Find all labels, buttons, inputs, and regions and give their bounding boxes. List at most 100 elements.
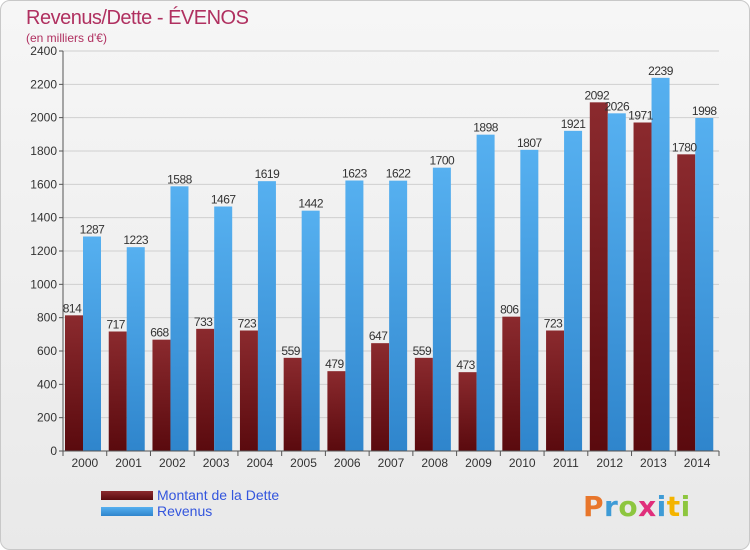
bar-dette [196, 328, 215, 451]
bar-dette [633, 122, 652, 451]
data-labels: 814 1287 717 1223 668 1588 733 1467 723 1619 559 14… [63, 64, 718, 372]
legend-swatch-revenue [101, 506, 153, 516]
label-revenus: 1898 [473, 121, 499, 135]
legend-item-revenue: Revenus [101, 503, 279, 519]
bar-revenus [520, 149, 539, 452]
y-tick-label: 1400 [30, 211, 57, 225]
y-tick-label: 400 [37, 377, 57, 391]
label-dette: 733 [194, 315, 213, 329]
y-tick-label: 2200 [30, 77, 57, 91]
label-dette: 723 [238, 317, 257, 331]
label-revenus: 1442 [298, 197, 324, 211]
legend: Montant de la Dette Revenus [101, 487, 279, 519]
x-tick-label: 2011 [553, 456, 579, 470]
chart-title: Revenus/Dette - ÉVENOS [26, 7, 249, 29]
bar-revenus [389, 180, 408, 451]
y-tick-label: 600 [37, 344, 57, 358]
x-tick-label: 2007 [378, 456, 405, 470]
label-revenus: 1998 [692, 104, 718, 118]
label-revenus: 2026 [604, 99, 630, 113]
bar-dette [589, 102, 608, 451]
bar-dette [239, 330, 258, 451]
label-revenus: 1619 [255, 167, 281, 181]
x-tick-label: 2000 [72, 456, 99, 470]
label-revenus: 1921 [561, 117, 587, 131]
label-dette: 2092 [584, 88, 610, 102]
label-revenus: 1588 [167, 172, 193, 186]
label-dette: 806 [500, 303, 519, 317]
x-tick-label: 2005 [290, 456, 317, 470]
label-dette: 1780 [672, 140, 698, 154]
bar-dette [677, 154, 696, 452]
label-dette: 717 [106, 318, 125, 332]
label-dette: 559 [413, 344, 432, 358]
x-tick-label: 2004 [246, 456, 273, 470]
bar-revenus [651, 77, 670, 451]
bars [65, 77, 714, 452]
label-revenus: 1467 [211, 193, 237, 207]
bar-dette [327, 371, 346, 451]
label-revenus: 1223 [123, 233, 149, 247]
logo-letter: r [604, 490, 619, 523]
bar-revenus [476, 134, 495, 451]
label-revenus: 1622 [386, 167, 412, 181]
y-tick-label: 1800 [30, 144, 57, 158]
label-revenus: 2239 [648, 64, 674, 78]
y-tick-label: 2400 [30, 44, 57, 58]
label-dette: 1971 [628, 109, 654, 123]
bar-revenus [170, 186, 189, 452]
bar-revenus [83, 236, 101, 451]
x-tick-label: 2008 [421, 456, 448, 470]
legend-item-debt: Montant de la Dette [101, 487, 279, 503]
x-tick-label: 2012 [596, 456, 623, 470]
logo-letter: i [656, 490, 667, 523]
bar-dette [108, 331, 127, 451]
label-dette: 647 [369, 329, 388, 343]
x-tick-label: 2006 [334, 456, 361, 470]
axes: 0 200 400 600 800 1000 1200 1400 1600 1800 2000 220… [30, 44, 720, 470]
bar-dette [283, 357, 302, 451]
bar-revenus [607, 113, 626, 451]
logo-letter: x [638, 490, 657, 523]
label-revenus: 1287 [80, 223, 106, 237]
legend-label-debt: Montant de la Dette [157, 487, 280, 503]
y-tick-label: 0 [50, 444, 57, 458]
bar-dette [546, 330, 565, 451]
logo-letter: o [618, 490, 639, 523]
bar-revenus [564, 130, 583, 452]
bar-dette [65, 315, 83, 451]
logo-letter: i [680, 490, 691, 523]
label-dette: 668 [150, 326, 169, 340]
x-tick-label: 2014 [684, 456, 711, 470]
bar-revenus [432, 167, 451, 451]
bar-dette [371, 343, 390, 451]
x-tick-label: 2013 [640, 456, 667, 470]
y-tick-label: 2000 [30, 111, 57, 125]
legend-label-revenue: Revenus [157, 503, 213, 519]
label-dette: 723 [544, 317, 563, 331]
label-revenus: 1807 [517, 136, 543, 150]
chart-subtitle: (en milliers d'€) [26, 31, 107, 45]
x-tick-label: 2010 [509, 456, 536, 470]
bar-revenus [345, 180, 364, 451]
proxiti-logo: Proxiti [583, 490, 691, 523]
bar-dette [458, 372, 477, 451]
label-dette: 479 [325, 357, 344, 371]
bar-revenus [695, 118, 714, 451]
label-revenus: 1623 [342, 167, 368, 181]
y-tick-label: 1200 [30, 244, 57, 258]
y-tick-label: 1000 [30, 277, 57, 291]
label-dette: 559 [281, 344, 300, 358]
x-tick-label: 2003 [203, 456, 230, 470]
logo-letter: P [583, 490, 605, 523]
bar-dette [152, 339, 171, 451]
bar-revenus [301, 210, 320, 451]
bar-revenus [126, 247, 145, 451]
bar-revenus [214, 206, 233, 451]
label-revenus: 1700 [430, 154, 456, 168]
legend-swatch-debt [101, 490, 153, 500]
label-dette: 814 [63, 301, 82, 315]
x-tick-label: 2009 [465, 456, 492, 470]
